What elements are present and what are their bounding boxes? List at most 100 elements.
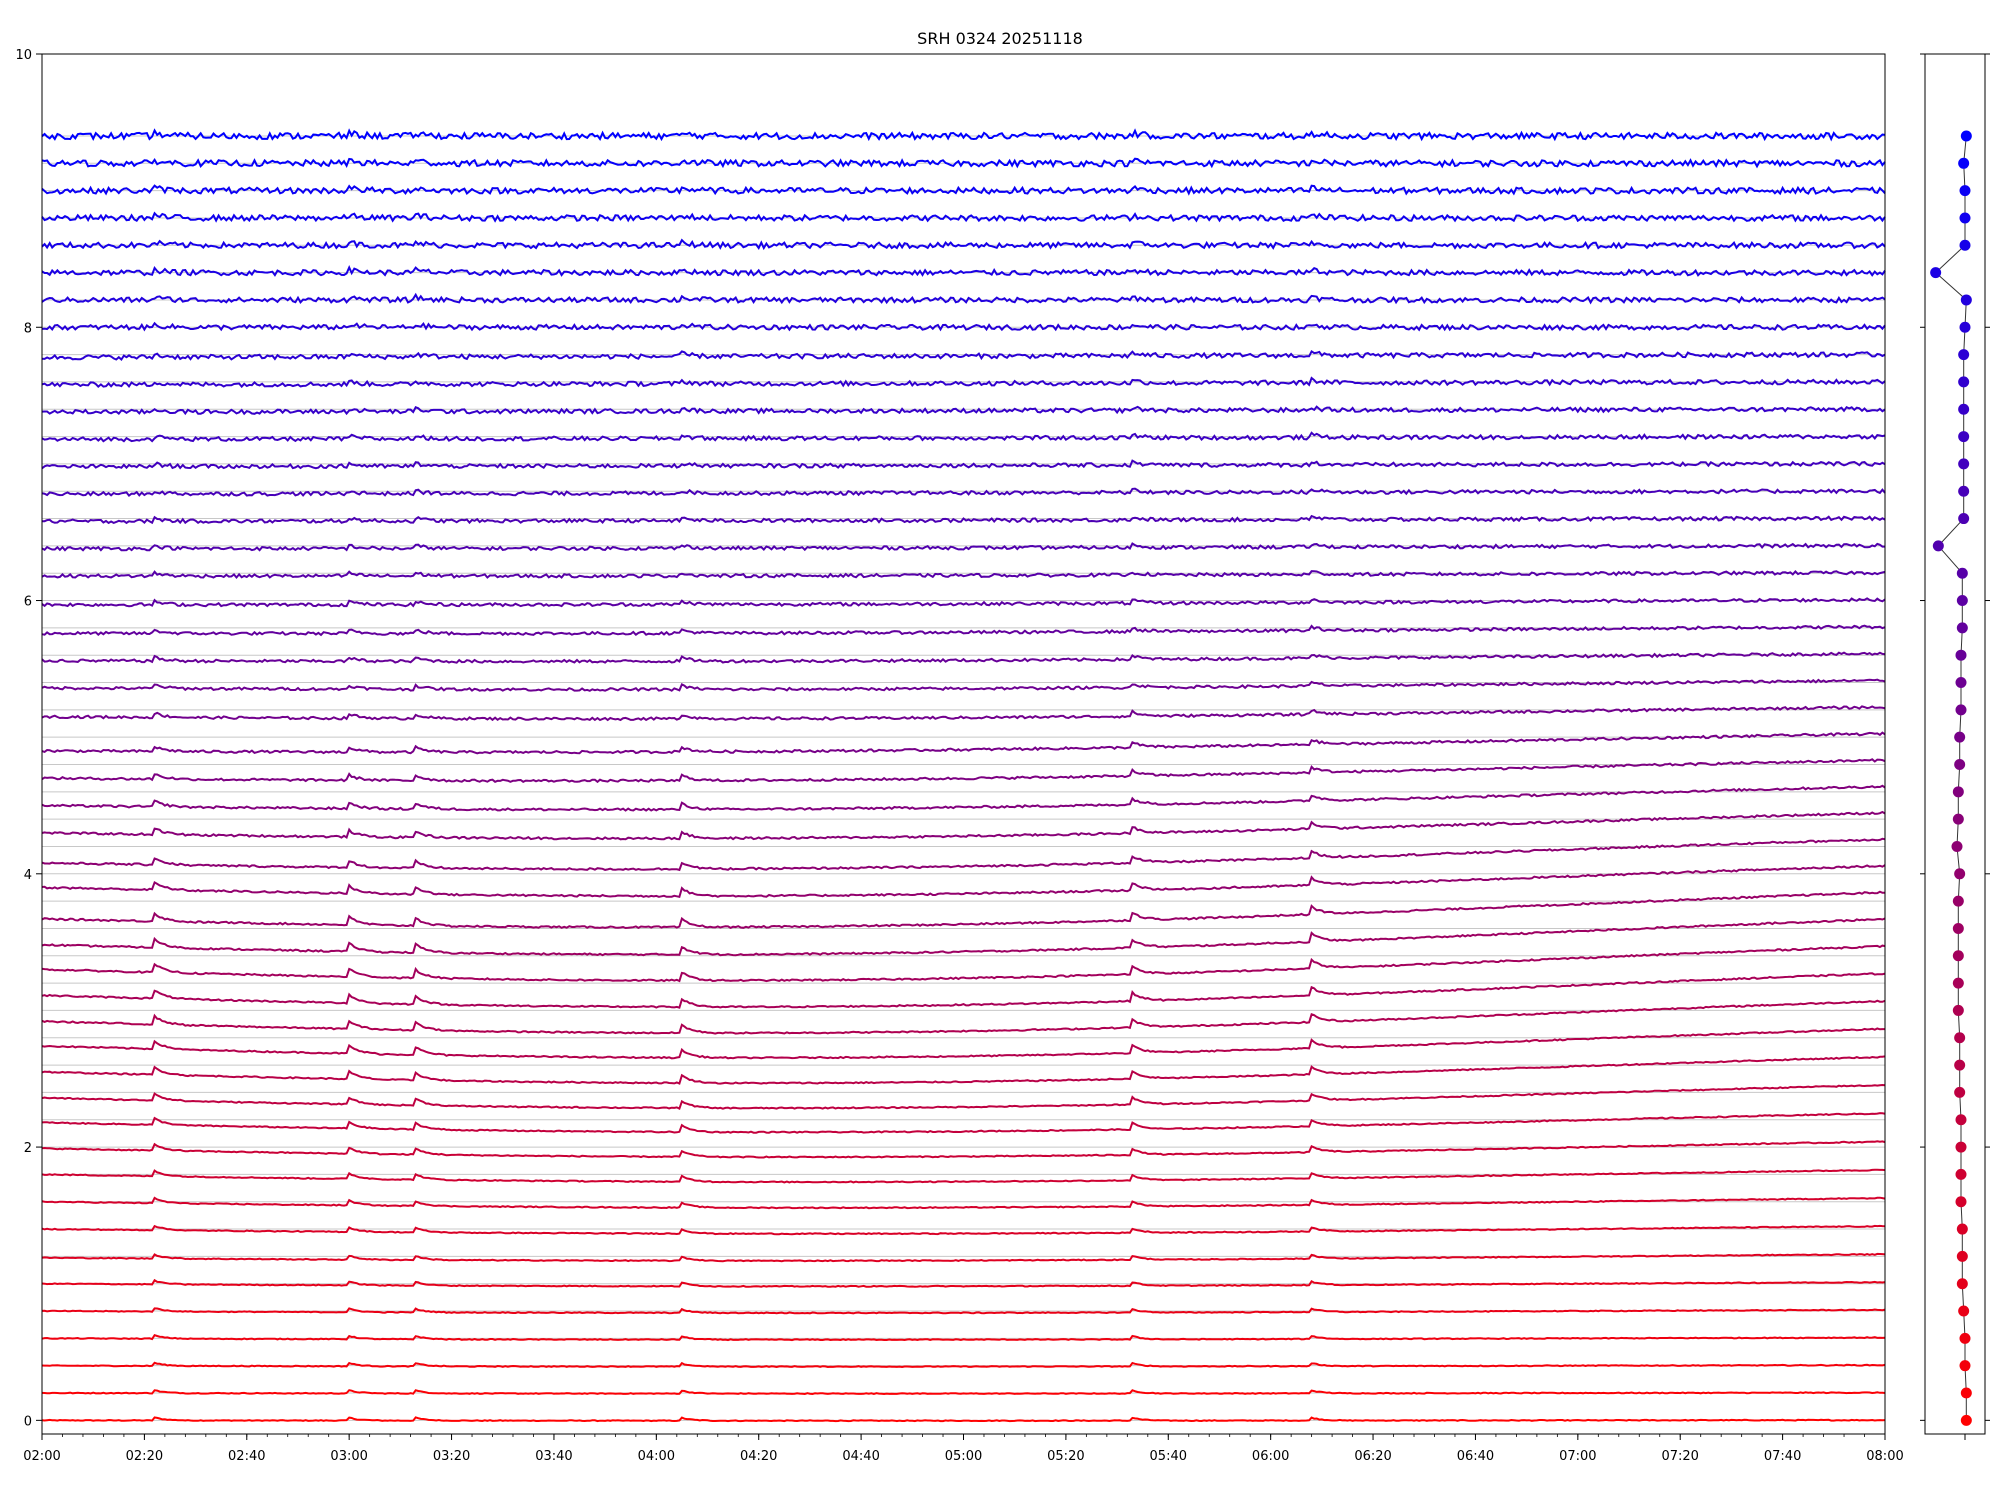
side-plot bbox=[1930, 130, 1972, 1426]
series-trace bbox=[41, 1307, 1886, 1315]
x-tick-label: 02:00 bbox=[23, 1449, 60, 1464]
side-marker bbox=[1958, 431, 1970, 443]
series-trace bbox=[41, 1027, 1885, 1060]
side-marker bbox=[1959, 212, 1971, 224]
series-trace bbox=[41, 1168, 1886, 1184]
side-marker bbox=[1956, 595, 1968, 607]
side-marker bbox=[1960, 130, 1972, 142]
side-marker bbox=[1959, 1360, 1971, 1372]
series-trace bbox=[41, 1224, 1886, 1236]
series-trace bbox=[41, 917, 1886, 957]
series-trace bbox=[41, 405, 1886, 416]
series-trace bbox=[41, 487, 1886, 497]
y-tick-label: 0 bbox=[24, 1414, 32, 1429]
series-trace bbox=[41, 1278, 1886, 1288]
x-tick-label: 06:00 bbox=[1252, 1449, 1289, 1464]
series-trace bbox=[41, 238, 1886, 251]
series-trace bbox=[41, 890, 1886, 930]
series-trace bbox=[41, 678, 1886, 693]
series-trace bbox=[41, 376, 1886, 389]
side-marker bbox=[1958, 349, 1970, 361]
series-trace bbox=[41, 459, 1886, 470]
series-trace bbox=[41, 1252, 1886, 1263]
x-tick-label: 07:40 bbox=[1764, 1449, 1801, 1464]
y-tick-label: 2 bbox=[24, 1141, 32, 1156]
y-tick-label: 4 bbox=[24, 868, 32, 883]
series-trace bbox=[41, 292, 1886, 305]
side-marker bbox=[1955, 1168, 1967, 1180]
x-tick-label: 06:40 bbox=[1457, 1449, 1494, 1464]
y-tick-label: 8 bbox=[24, 321, 32, 336]
side-marker bbox=[1958, 403, 1970, 415]
series-trace bbox=[41, 758, 1886, 784]
series-trace bbox=[41, 211, 1886, 223]
side-marker bbox=[1956, 622, 1968, 634]
side-marker bbox=[1959, 1332, 1971, 1344]
series-trace bbox=[41, 731, 1886, 755]
series-trace bbox=[41, 184, 1886, 196]
x-tick-label: 04:40 bbox=[842, 1449, 879, 1464]
side-marker bbox=[1955, 1196, 1967, 1208]
side-marker bbox=[1951, 840, 1963, 852]
series-trace bbox=[41, 1055, 1886, 1085]
chart-title: SRH 0324 20251118 bbox=[917, 29, 1083, 48]
series-trace bbox=[41, 624, 1886, 637]
side-marker bbox=[1960, 294, 1972, 306]
side-plot-frame bbox=[1924, 53, 1986, 1435]
side-marker bbox=[1952, 1004, 1964, 1016]
series-trace bbox=[41, 651, 1886, 664]
side-marker bbox=[1956, 1250, 1968, 1262]
x-tick-label: 04:20 bbox=[740, 1449, 777, 1464]
y-tick-label: 10 bbox=[15, 48, 32, 63]
series-trace bbox=[41, 972, 1886, 1009]
main-axes: 02:00 02:20 02:40 03:00 03:20 03:40 04:00 04:20… bbox=[15, 48, 1903, 1464]
x-tick-label: 06:20 bbox=[1354, 1449, 1391, 1464]
series-trace bbox=[41, 705, 1886, 722]
side-marker bbox=[1960, 1387, 1972, 1399]
side-marker bbox=[1958, 513, 1970, 525]
side-marker bbox=[1952, 950, 1964, 962]
main-series-group bbox=[41, 128, 1886, 1423]
series-trace bbox=[41, 265, 1886, 277]
side-marker bbox=[1930, 267, 1942, 279]
side-marker bbox=[1954, 868, 1966, 880]
x-tick-label: 05:00 bbox=[945, 1449, 982, 1464]
side-marker bbox=[1955, 649, 1967, 661]
side-marker bbox=[1954, 758, 1966, 770]
side-marker bbox=[1956, 567, 1968, 579]
y-tick-label: 6 bbox=[24, 595, 32, 610]
series-trace bbox=[42, 514, 1886, 525]
series-trace bbox=[41, 542, 1885, 552]
series-trace bbox=[41, 837, 1886, 872]
series-trace bbox=[41, 349, 1886, 362]
series-trace bbox=[41, 999, 1886, 1035]
series-trace bbox=[41, 1112, 1886, 1134]
side-marker bbox=[1955, 1114, 1967, 1126]
x-tick-label: 05:40 bbox=[1150, 1449, 1187, 1464]
side-marker bbox=[1960, 1414, 1972, 1426]
side-marker bbox=[1952, 922, 1964, 934]
series-trace bbox=[41, 570, 1886, 580]
series-trace bbox=[41, 1083, 1886, 1110]
side-marker bbox=[1955, 1141, 1967, 1153]
side-marker bbox=[1956, 1278, 1968, 1290]
x-tick-label: 03:20 bbox=[433, 1449, 470, 1464]
side-marker bbox=[1952, 895, 1964, 907]
side-axes bbox=[1920, 53, 1990, 1440]
side-marker bbox=[1932, 540, 1944, 552]
series-trace bbox=[41, 128, 1886, 142]
x-tick-label: 03:00 bbox=[330, 1449, 367, 1464]
series-trace bbox=[41, 1140, 1886, 1159]
side-marker bbox=[1958, 458, 1970, 470]
series-trace bbox=[41, 810, 1886, 841]
x-tick-label: 08:00 bbox=[1866, 1449, 1903, 1464]
series-trace bbox=[41, 1389, 1886, 1396]
series-trace bbox=[41, 944, 1886, 983]
side-marker bbox=[1956, 1223, 1968, 1235]
x-tick-label: 07:00 bbox=[1559, 1449, 1596, 1464]
series-trace bbox=[41, 1361, 1886, 1369]
side-marker bbox=[1958, 1305, 1970, 1317]
side-marker bbox=[1952, 977, 1964, 989]
